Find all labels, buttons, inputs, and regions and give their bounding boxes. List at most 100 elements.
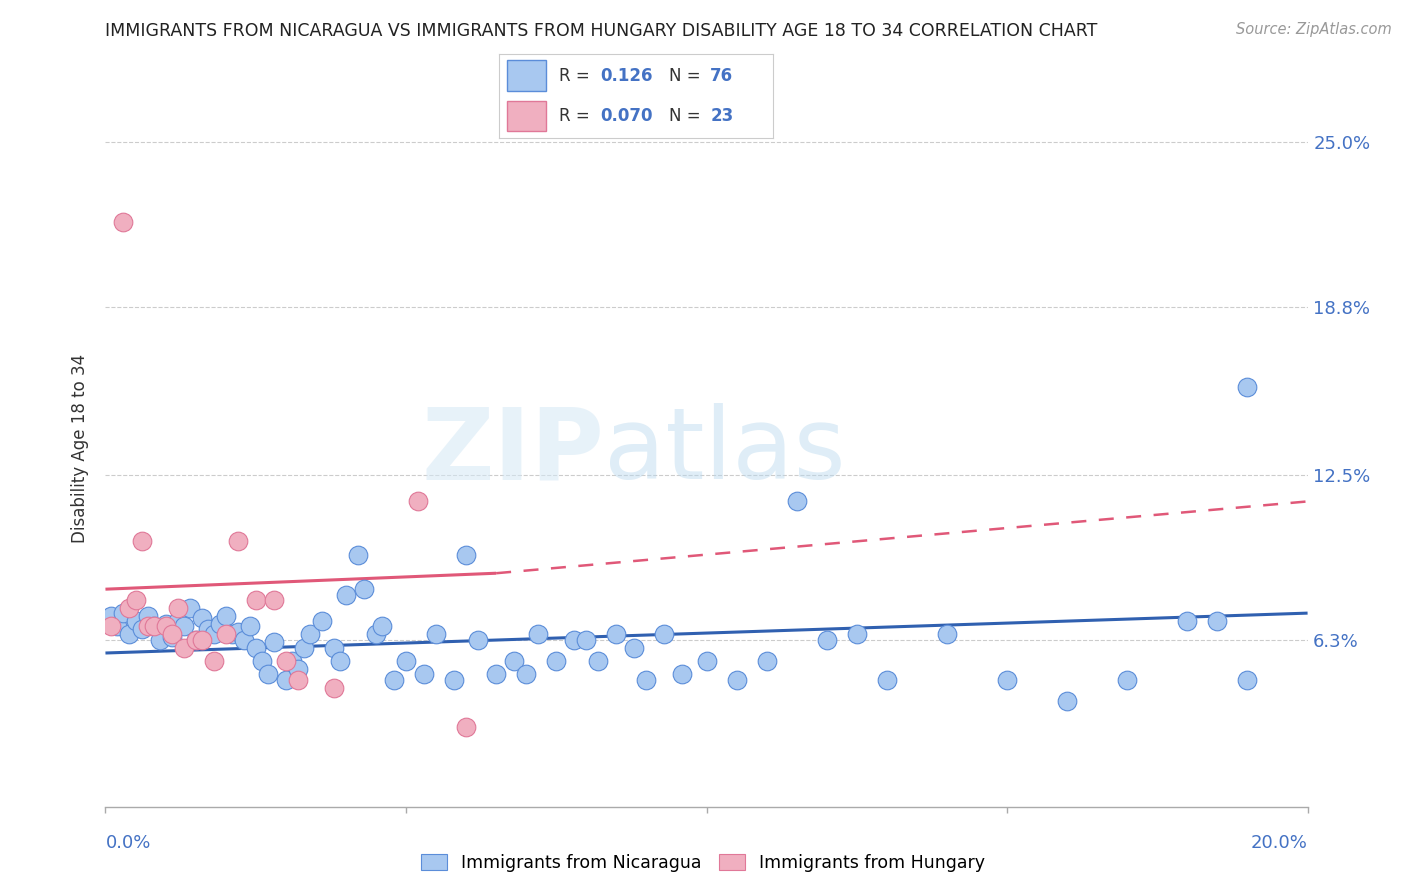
Point [503, 654, 526, 668]
Text: 0.126: 0.126 [600, 67, 652, 85]
Point [173, 619, 195, 633]
Point [287, 662, 309, 676]
Point [100, 608, 122, 623]
Point [131, 534, 153, 549]
Text: N =: N = [669, 107, 706, 125]
Point [263, 635, 285, 649]
Legend: Immigrants from Nicaragua, Immigrants from Hungary: Immigrants from Nicaragua, Immigrants fr… [415, 847, 991, 879]
Point [395, 654, 418, 668]
Point [1116, 673, 1139, 687]
Point [112, 215, 135, 229]
Point [786, 494, 808, 508]
Point [184, 632, 207, 647]
Point [202, 627, 225, 641]
Text: R =: R = [560, 107, 596, 125]
Point [725, 673, 748, 687]
FancyBboxPatch shape [508, 61, 546, 91]
Point [329, 654, 352, 668]
Point [654, 627, 676, 641]
Point [173, 640, 195, 655]
Point [364, 627, 387, 641]
Point [281, 654, 304, 668]
Text: 0.070: 0.070 [600, 107, 652, 125]
Point [1175, 614, 1198, 628]
Point [605, 627, 627, 641]
Point [166, 614, 188, 628]
Point [226, 534, 249, 549]
Point [142, 619, 165, 633]
Point [245, 592, 267, 607]
Point [936, 627, 959, 641]
Point [136, 619, 159, 633]
Point [184, 632, 207, 647]
Point [298, 627, 321, 641]
Point [1056, 694, 1078, 708]
Point [876, 673, 898, 687]
Point [250, 654, 273, 668]
Point [131, 622, 153, 636]
Point [755, 654, 778, 668]
Text: 0.0%: 0.0% [105, 834, 150, 852]
Point [546, 654, 568, 668]
Point [232, 632, 254, 647]
Point [382, 673, 405, 687]
Point [413, 667, 436, 681]
Point [190, 632, 212, 647]
Point [425, 627, 447, 641]
Point [636, 673, 658, 687]
Point [443, 673, 465, 687]
Point [118, 600, 141, 615]
Point [136, 608, 159, 623]
Text: ZIP: ZIP [422, 403, 605, 500]
Point [406, 494, 429, 508]
Point [179, 600, 201, 615]
Point [287, 673, 309, 687]
Point [575, 632, 598, 647]
Point [190, 611, 212, 625]
Text: IMMIGRANTS FROM NICARAGUA VS IMMIGRANTS FROM HUNGARY DISABILITY AGE 18 TO 34 COR: IMMIGRANTS FROM NICARAGUA VS IMMIGRANTS … [105, 22, 1098, 40]
Point [696, 654, 718, 668]
Point [322, 681, 344, 695]
Point [995, 673, 1018, 687]
Point [274, 673, 297, 687]
Point [454, 548, 477, 562]
Point [160, 630, 183, 644]
Point [155, 619, 177, 633]
Point [274, 654, 297, 668]
Point [107, 619, 129, 633]
Point [118, 627, 141, 641]
Point [221, 627, 243, 641]
Point [671, 667, 693, 681]
Text: N =: N = [669, 67, 706, 85]
Point [322, 640, 344, 655]
Point [263, 592, 285, 607]
Point [845, 627, 868, 641]
Point [815, 632, 838, 647]
Point [214, 627, 236, 641]
Point [1206, 614, 1229, 628]
Point [371, 619, 394, 633]
Point [142, 619, 165, 633]
Text: 76: 76 [710, 67, 734, 85]
Text: atlas: atlas [605, 403, 846, 500]
Point [197, 622, 219, 636]
Point [311, 614, 333, 628]
Point [166, 600, 188, 615]
Text: Source: ZipAtlas.com: Source: ZipAtlas.com [1236, 22, 1392, 37]
Point [353, 582, 375, 597]
Point [160, 627, 183, 641]
Point [256, 667, 278, 681]
Point [1236, 380, 1258, 394]
Point [562, 632, 585, 647]
Point [245, 640, 267, 655]
Point [208, 616, 231, 631]
Point [214, 608, 236, 623]
FancyBboxPatch shape [508, 101, 546, 131]
Point [124, 614, 146, 628]
Point [467, 632, 489, 647]
Point [485, 667, 508, 681]
Point [335, 587, 357, 601]
Point [623, 640, 645, 655]
Point [148, 632, 170, 647]
Text: 23: 23 [710, 107, 734, 125]
